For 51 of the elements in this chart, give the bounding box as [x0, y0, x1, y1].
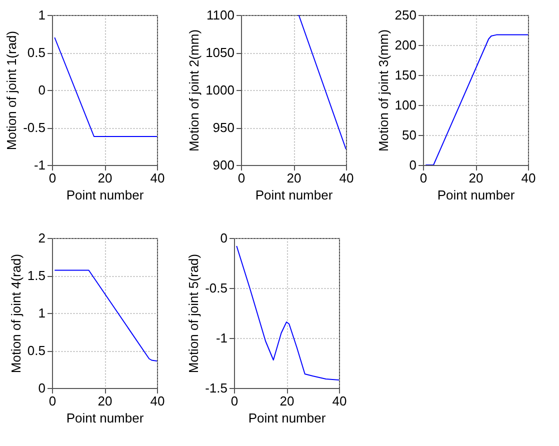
y-tick-label: -0.5 [23, 120, 46, 135]
x-axis-title: Point number [255, 188, 334, 202]
x-axis-title: Point number [66, 410, 144, 426]
line-series [236, 246, 339, 380]
y-tick-label: 1 [38, 306, 46, 320]
x-tick-label: 20 [98, 394, 112, 408]
y-axis-title: Motion of joint 3(mm) [376, 29, 391, 152]
y-tick-label: 0 [220, 230, 228, 246]
x-tick-label: 0 [420, 170, 428, 186]
x-tick-label: 20 [468, 170, 484, 186]
y-tick-label: 1000 [206, 82, 234, 98]
y-tick-label: 900 [212, 158, 234, 172]
y-tick-label: 0 [409, 158, 416, 172]
y-tick-label: 0 [38, 82, 46, 98]
y-tick-label: 1100 [206, 8, 234, 22]
x-tick-label: 0 [48, 394, 56, 408]
y-tick-label: 50 [402, 128, 416, 142]
y-tick-label: 200 [394, 38, 416, 52]
y-tick-label: -1 [216, 330, 228, 346]
y-axis-title: Motion of joint 4(rad) [8, 254, 24, 374]
y-tick-label: 0.5 [27, 343, 46, 358]
y-tick-label: 0.5 [27, 45, 46, 60]
y-tick-label: 1 [38, 8, 46, 22]
x-tick-label: 40 [150, 170, 165, 186]
y-tick-label: 1050 [206, 45, 234, 60]
y-tick-label: 950 [212, 120, 234, 135]
x-tick-label: 40 [332, 394, 347, 408]
x-tick-label: 20 [280, 394, 294, 408]
x-tick-label: 20 [286, 170, 302, 186]
x-tick-label: 40 [339, 170, 354, 186]
x-axis-title: Point number [248, 410, 326, 426]
y-tick-label: 2 [38, 230, 46, 246]
y-tick-label: 100 [394, 98, 416, 112]
x-axis-title: Point number [66, 188, 144, 202]
y-axis-title: Motion of joint 1(rad) [4, 30, 20, 150]
x-tick-label: 40 [521, 170, 536, 186]
x-tick-label: 40 [150, 394, 165, 408]
y-tick-label: 0 [38, 380, 46, 396]
y-tick-label: -0.5 [205, 280, 228, 296]
x-tick-label: 0 [48, 170, 56, 186]
y-axis-title: Motion of joint 2(mm) [186, 29, 202, 152]
x-tick-label: 20 [98, 170, 112, 186]
y-tick-label: 1.5 [27, 268, 46, 283]
x-axis-title: Point number [437, 188, 516, 202]
x-tick-label: 0 [238, 170, 246, 186]
y-tick-label: 150 [394, 68, 416, 82]
y-axis-title: Motion of joint 5(rad) [186, 254, 202, 374]
y-tick-label: -1.5 [205, 380, 228, 396]
line-series [54, 270, 157, 362]
y-tick-label: -1 [34, 158, 46, 172]
y-tick-label: 250 [394, 8, 416, 22]
